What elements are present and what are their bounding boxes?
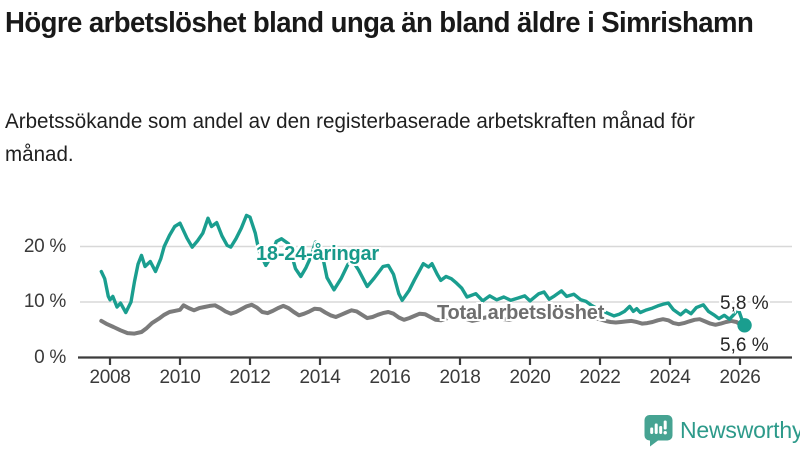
page-title: Högre arbetslöshet bland unga än bland ä… bbox=[5, 7, 754, 39]
x-tick-label: 2024 bbox=[649, 367, 691, 388]
brand-name: Newsworthy bbox=[680, 417, 800, 443]
end-value-label-total: 5,6 % bbox=[720, 335, 769, 356]
series-label-total: Total arbetslöshet bbox=[437, 302, 605, 324]
x-tick-label: 2010 bbox=[159, 367, 201, 388]
x-tick-label: 2026 bbox=[719, 367, 761, 388]
x-tick-label: 2016 bbox=[369, 367, 411, 388]
y-tick-label: 10 % bbox=[23, 291, 66, 312]
newsworthy-logo-icon bbox=[644, 415, 673, 447]
chart-subtitle: Arbetssökande som andel av den registerb… bbox=[5, 110, 695, 166]
last-point-marker bbox=[737, 318, 752, 333]
x-tick-label: 2020 bbox=[509, 367, 551, 388]
x-tick-label: 2014 bbox=[299, 367, 341, 388]
x-tick-label: 2012 bbox=[229, 367, 271, 388]
series-label-18-24: 18-24-åringar bbox=[256, 243, 380, 265]
brand-footer[interactable]: Newsworthy bbox=[644, 414, 800, 447]
line-chart: 0 % 10 % 20 % 2008 2010 2012 2014 2016 2018 2020… bbox=[23, 213, 792, 388]
x-tick-label: 2008 bbox=[89, 367, 131, 388]
series-line-young bbox=[99, 213, 747, 327]
y-tick-label: 20 % bbox=[23, 235, 66, 257]
mini-bar-chart-glyph bbox=[650, 420, 667, 435]
speech-bubble-shape bbox=[644, 415, 673, 447]
end-value-label-young: 5,8 % bbox=[720, 293, 769, 314]
x-tick-label: 2022 bbox=[579, 367, 621, 388]
series-line-total bbox=[99, 302, 747, 336]
plot-area bbox=[78, 213, 792, 365]
y-tick-label: 0 % bbox=[34, 346, 66, 368]
x-tick-label: 2018 bbox=[439, 367, 481, 388]
